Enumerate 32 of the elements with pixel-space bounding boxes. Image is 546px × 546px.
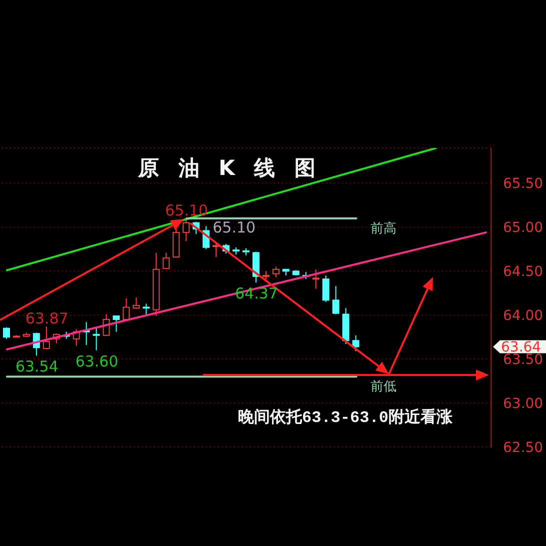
- candlestick: [322, 275, 330, 302]
- y-tick-label: 64.50: [503, 264, 544, 280]
- candlestick: [312, 268, 320, 290]
- y-tick-label: 64.00: [503, 308, 544, 324]
- y-tick-label: 62.50: [503, 440, 544, 456]
- data-label: 65.10: [212, 218, 256, 236]
- candlestick: [162, 252, 170, 269]
- candlestick: [272, 266, 280, 278]
- y-tick-label: 65.50: [503, 176, 544, 192]
- candlestick: [332, 286, 340, 315]
- annotation: 63.60: [75, 352, 118, 370]
- candlestick: [352, 334, 360, 352]
- annotation: 64.37: [235, 284, 278, 303]
- candlestick: [3, 326, 10, 340]
- candlestick: [132, 297, 140, 310]
- y-tick-label: 63.50: [503, 352, 544, 368]
- chart-title: 原 油 K 线 图: [138, 155, 322, 182]
- candlestick: [212, 242, 220, 258]
- candlestick: [92, 326, 100, 351]
- candlestick: [122, 298, 130, 320]
- annotation: 65.10: [165, 201, 208, 220]
- candlestick: [142, 303, 150, 315]
- series-label: 前低: [370, 380, 396, 395]
- series-label: 前高: [370, 220, 396, 236]
- y-tick-label: 65.00: [503, 220, 544, 236]
- candlestick: [182, 218, 190, 242]
- annotation: 63.87: [25, 310, 68, 328]
- candlestick: [112, 315, 120, 332]
- annotation: 63.54: [15, 358, 58, 376]
- candlestick: [42, 326, 50, 350]
- annotation: 晚间依托63.3-63.0附近看涨: [238, 407, 452, 428]
- y-tick-label: 63.00: [503, 396, 544, 412]
